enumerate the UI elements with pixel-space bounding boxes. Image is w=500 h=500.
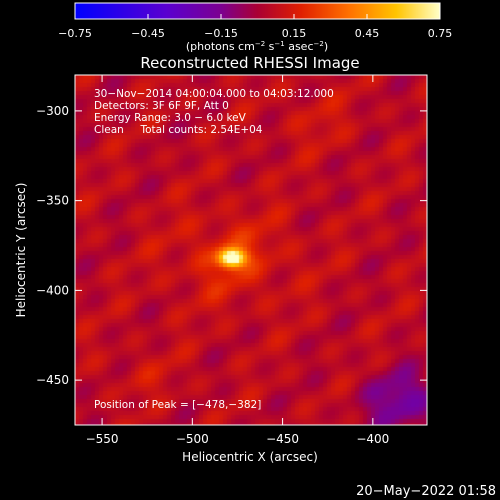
info-line-detectors: Detectors: 3F 6F 9F, Att 0 <box>94 100 229 112</box>
colorbar-tick-label: 0.75 <box>428 27 453 40</box>
plot-frame <box>74 74 428 426</box>
colorbar-tick-label: −0.75 <box>58 27 92 40</box>
info-block: 30−Nov−2014 04:00:04.000 to 04:03:12.000… <box>94 88 334 136</box>
colorbar-tick-label: −0.45 <box>131 27 165 40</box>
info-line-energy: Energy Range: 3.0 − 6.0 keV <box>94 112 247 124</box>
colorbar-unit-label: (photons cm−2 s−1 asec−2) <box>186 40 328 53</box>
info-line-time: 30−Nov−2014 04:00:04.000 to 04:03:12.000 <box>94 88 334 100</box>
info-line-clean: Clean Total counts: 2.54E+04 <box>94 124 263 136</box>
colorbar-tick-label: 0.15 <box>282 27 307 40</box>
colorbar-tick-label: 0.45 <box>355 27 380 40</box>
y-tick-label: −450 <box>36 373 69 387</box>
peak-position-label: Position of Peak = [−478,−382] <box>94 399 261 411</box>
heatmap-image <box>75 75 427 425</box>
x-axis-label: Heliocentric X (arcsec) <box>182 450 318 464</box>
y-axis-label: Heliocentric Y (arcsec) <box>14 183 28 318</box>
x-tick-label: −400 <box>356 432 389 446</box>
axis-ticks: −550 −500 −450 −400 −300 −350 −400 −450 <box>36 75 427 446</box>
y-tick-label: −400 <box>36 283 69 297</box>
x-tick-label: −550 <box>86 432 119 446</box>
y-tick-label: −300 <box>36 104 69 118</box>
x-tick-label: −500 <box>176 432 209 446</box>
colorbar-ticks: −0.75 −0.45 −0.15 0.15 0.45 0.75 <box>58 14 452 40</box>
footer-timestamp: 20−May−2022 01:58 <box>356 484 496 499</box>
chart-title: Reconstructed RHESSI Image <box>140 54 359 72</box>
y-tick-label: −350 <box>36 194 69 208</box>
colorbar-tick-label: −0.15 <box>204 27 238 40</box>
x-tick-label: −450 <box>266 432 299 446</box>
colorbar <box>74 2 441 20</box>
